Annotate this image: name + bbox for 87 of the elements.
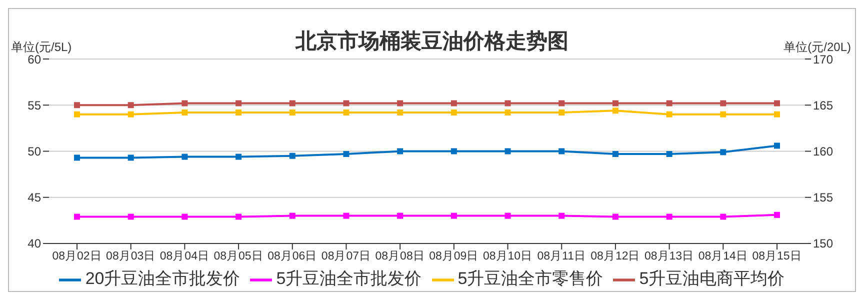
point: [774, 142, 780, 149]
x-tick-label: 08月07日: [321, 250, 372, 263]
y2-tick-label: 160: [813, 144, 834, 158]
point: [612, 214, 618, 220]
x-tick-label: 08月11日: [537, 250, 586, 263]
x-tick-label: 08月10日: [482, 250, 533, 263]
y-tick-label: 40: [28, 236, 42, 251]
point: [289, 152, 296, 159]
point: [612, 151, 618, 158]
point: [182, 154, 188, 160]
point: [504, 100, 511, 106]
point: [666, 151, 672, 158]
point: [128, 214, 134, 220]
point: [612, 108, 618, 114]
point: [774, 100, 780, 106]
point: [128, 102, 134, 108]
x-tick-label: 08月08日: [375, 250, 425, 263]
point: [74, 111, 80, 118]
point: [720, 214, 726, 220]
point: [236, 110, 242, 116]
y2-tick-label: 155: [813, 190, 834, 205]
legend-label: 5升豆油电商平均价: [639, 269, 785, 288]
point: [558, 110, 565, 116]
chart-title: 北京市场桶装豆油价格走势图: [296, 30, 568, 53]
point: [343, 110, 350, 116]
x-tick-label: 08月04日: [160, 250, 210, 263]
x-tick-label: 08月09日: [429, 250, 479, 263]
x-tick-label: 08月14日: [698, 250, 748, 263]
x-tick-label: 08月02日: [52, 250, 102, 263]
point: [774, 111, 780, 118]
point: [74, 154, 80, 161]
point: [74, 102, 80, 108]
point: [666, 214, 672, 220]
point: [236, 100, 242, 106]
point: [182, 100, 188, 106]
point: [182, 214, 188, 220]
y2-tick-label: 165: [813, 98, 834, 112]
point: [450, 100, 457, 106]
legend-label: 5升豆油全市批发价: [276, 269, 422, 288]
point: [450, 212, 457, 219]
point: [666, 100, 672, 106]
point: [343, 100, 350, 106]
point: [720, 100, 726, 106]
y-tick-label: 55: [28, 98, 42, 112]
point: [128, 111, 134, 118]
x-tick-label: 08月15日: [752, 250, 802, 263]
point: [558, 148, 565, 154]
point: [504, 148, 511, 154]
point: [666, 111, 672, 118]
point: [397, 100, 404, 106]
x-tick-label: 08月05日: [214, 250, 264, 263]
x-tick-label: 08月13日: [644, 250, 694, 263]
point: [343, 151, 350, 158]
x-tick-label: 08月12日: [590, 250, 640, 263]
point: [504, 110, 511, 116]
point: [397, 148, 404, 154]
legend-label: 20升豆油全市批发价: [85, 269, 240, 288]
point: [289, 110, 296, 116]
point: [128, 154, 134, 161]
point: [236, 154, 242, 160]
point: [74, 214, 80, 220]
point: [450, 110, 457, 116]
y-tick-label: 45: [28, 190, 42, 205]
y2-tick-label: 170: [813, 52, 834, 66]
point: [774, 212, 780, 218]
point: [450, 148, 457, 154]
y-axis-title: 单位(元/5L): [11, 39, 72, 55]
legend-label: 5升豆油全市零售价: [458, 269, 604, 288]
y-tick-label: 60: [28, 52, 42, 66]
point: [289, 212, 296, 219]
y-tick-label: 50: [28, 144, 42, 158]
x-tick-label: 08月06日: [268, 250, 318, 263]
x-tick-label: 08月03日: [106, 250, 156, 263]
y2-tick-label: 150: [813, 236, 834, 251]
point: [558, 100, 565, 106]
y2-axis-title: 单位(元/20L): [784, 39, 851, 55]
point: [236, 214, 242, 220]
point: [720, 149, 726, 156]
point: [612, 100, 618, 106]
point: [289, 100, 296, 106]
point: [397, 212, 404, 219]
point: [397, 110, 404, 116]
point: [504, 212, 511, 219]
point: [720, 111, 726, 118]
point: [558, 212, 565, 219]
point: [182, 110, 188, 116]
point: [343, 212, 350, 219]
